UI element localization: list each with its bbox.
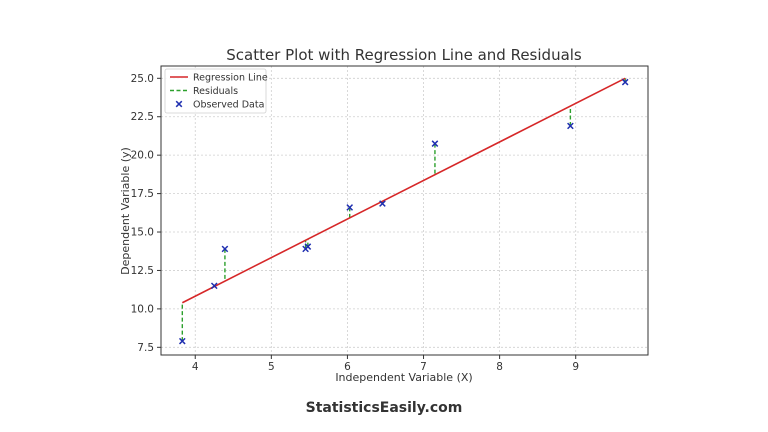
y-tick-label: 10.0 bbox=[131, 303, 154, 315]
y-tick-label: 20.0 bbox=[131, 150, 154, 162]
footer-brand: StatisticsEasily.com bbox=[305, 400, 463, 416]
legend-label: Regression Line bbox=[193, 72, 268, 83]
x-tick-label: 4 bbox=[192, 361, 199, 373]
data-point bbox=[346, 204, 354, 211]
regression-line bbox=[181, 77, 626, 304]
x-tick-label: 9 bbox=[572, 361, 579, 373]
data-point bbox=[379, 200, 386, 207]
legend-box bbox=[164, 68, 267, 114]
plot-frame bbox=[160, 65, 649, 356]
x-tick-label: 8 bbox=[496, 361, 503, 373]
x-tick-label: 7 bbox=[420, 361, 427, 373]
y-axis-label: Dependent Variable (y) bbox=[119, 147, 132, 275]
y-tick-label: 7.5 bbox=[137, 342, 154, 354]
x-axis-ticks: 4 5 6 7 8 9 bbox=[192, 355, 579, 373]
scatter-chart: Scatter Plot with Regression Line and Re… bbox=[119, 46, 649, 384]
data-point bbox=[304, 243, 312, 250]
y-tick-label: 15.0 bbox=[131, 227, 154, 239]
y-tick-label: 22.5 bbox=[131, 111, 154, 123]
y-tick-label: 12.5 bbox=[131, 265, 154, 277]
data-point bbox=[210, 282, 218, 290]
y-tick-label: 17.5 bbox=[131, 188, 154, 200]
x-tick-label: 6 bbox=[344, 361, 351, 373]
y-tick-label: 25.0 bbox=[131, 73, 154, 85]
legend-swatch-marker bbox=[175, 100, 183, 108]
legend-label: Residuals bbox=[193, 86, 238, 97]
data-point bbox=[178, 337, 186, 345]
regression-line-group bbox=[181, 77, 626, 304]
legend: Regression Line Residuals Observed Data bbox=[164, 68, 268, 114]
residual-lines bbox=[181, 78, 626, 342]
data-point bbox=[567, 122, 574, 130]
chart-title: Scatter Plot with Regression Line and Re… bbox=[226, 46, 582, 64]
data-point bbox=[221, 245, 229, 253]
x-axis-label: Independent Variable (X) bbox=[335, 371, 472, 384]
grid-lines bbox=[161, 66, 648, 355]
y-axis-ticks: 7.5 10.0 12.5 15.0 17.5 20.0 22.5 25.0 bbox=[131, 73, 161, 354]
legend-label: Observed Data bbox=[193, 99, 264, 110]
observed-points bbox=[178, 78, 629, 345]
data-point bbox=[621, 78, 629, 86]
x-tick-label: 5 bbox=[268, 361, 275, 373]
data-point bbox=[431, 140, 439, 147]
